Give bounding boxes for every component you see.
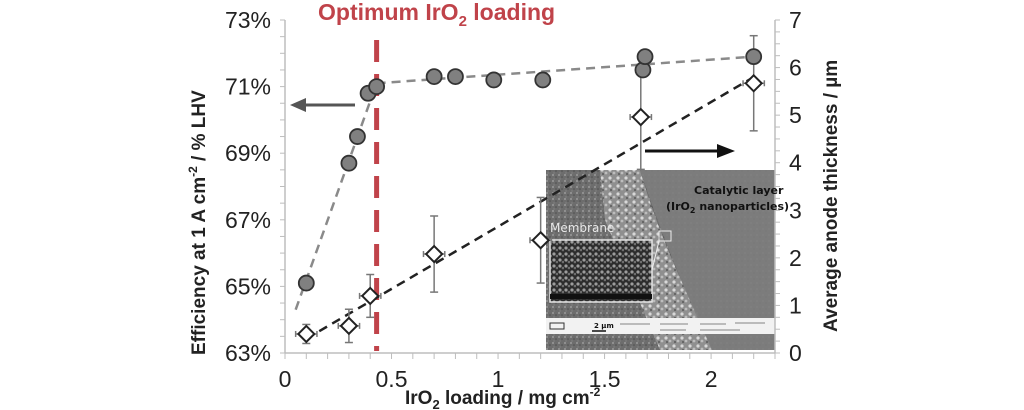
y-left-tick-label: 73% xyxy=(225,7,271,33)
y-right-tick-label: 2 xyxy=(789,245,802,271)
y-right-tick-label: 3 xyxy=(789,197,802,223)
efficiency-circle-marker xyxy=(485,71,503,89)
optimum-annotation: Optimum IrO2 loading xyxy=(318,0,555,30)
sem-info-text xyxy=(735,322,765,324)
sem-inset-image xyxy=(546,170,775,350)
x-tick-label: 0.5 xyxy=(376,366,408,392)
sem-info-bar xyxy=(546,318,775,334)
y-left-tick-label: 65% xyxy=(225,273,271,299)
thickness-diamond-marker xyxy=(631,107,651,127)
inset-scalebar-label: 2 µm xyxy=(594,322,614,330)
y-left-tick-label: 67% xyxy=(225,207,271,233)
thickness-trendline xyxy=(305,76,755,340)
x-axis-title: IrO2 loading / mg cm-2 xyxy=(405,385,601,410)
y-left-tick-label: 71% xyxy=(225,74,271,100)
sem-focus-connector xyxy=(651,240,660,271)
efficiency-circle-marker xyxy=(745,48,763,66)
right-axis-arrow-icon xyxy=(717,144,735,158)
sem-outer-region xyxy=(640,170,775,350)
x-tick-label: 0 xyxy=(279,366,292,392)
y-right-axis-title: Average anode thickness / µm xyxy=(821,60,842,332)
sem-focus-box xyxy=(658,230,672,242)
sem-inset-labels: Catalytic layer (IrO2 nanoparticles) Mem… xyxy=(550,184,789,330)
sem-info-text xyxy=(620,323,650,325)
efficiency-circle-marker xyxy=(297,274,315,292)
y-right-tick-label: 6 xyxy=(789,55,802,81)
y-right-tick-label: 4 xyxy=(789,150,802,176)
left-axis-arrow-icon xyxy=(290,98,306,112)
sem-info-text xyxy=(700,329,740,331)
efficiency-trendline xyxy=(294,82,378,311)
y-left-tick-label: 69% xyxy=(225,140,271,166)
efficiency-circle-marker xyxy=(340,154,358,172)
y-right-tick-label: 0 xyxy=(789,340,802,366)
efficiency-circle-marker xyxy=(447,68,464,86)
efficiency-circle-marker xyxy=(534,71,552,89)
thickness-diamond-marker xyxy=(296,324,316,344)
sem-catalytic-layer xyxy=(600,170,712,350)
sem-zoom-bar xyxy=(550,294,652,299)
thickness-diamond-marker xyxy=(360,286,380,306)
sem-info-text xyxy=(700,323,726,325)
y-right-tick-label: 7 xyxy=(789,7,802,33)
x-tick-label: 1.5 xyxy=(589,366,621,392)
sem-info-text xyxy=(660,329,686,331)
y-right-tick-label: 5 xyxy=(789,102,802,128)
efficiency-circle-marker xyxy=(368,78,386,95)
inset-label-membrane: Membrane xyxy=(550,221,614,235)
efficiency-circle-marker xyxy=(636,48,654,66)
y-right-tick-label: 1 xyxy=(789,292,802,318)
thickness-diamond-marker xyxy=(339,316,359,336)
plot-area: 0 0.5 1 1.5 2 63% 65% 67% 69% 71% 73% 0 1 2 3 4 5 6 7 xyxy=(225,7,802,392)
x-tick-label: 1 xyxy=(492,366,505,392)
y-left-tick-label: 63% xyxy=(225,340,271,366)
efficiency-circle-marker xyxy=(349,128,366,145)
thickness-diamond-marker xyxy=(744,73,764,93)
efficiency-circle-marker xyxy=(425,68,443,86)
sem-info-text xyxy=(660,323,688,325)
y-left-axis-title: Efficiency at 1 A cm-2 / % LHV xyxy=(186,90,210,355)
inset-label-catalytic: Catalytic layer xyxy=(694,184,784,197)
x-tick-label: 2 xyxy=(705,366,718,392)
sem-logo-icon xyxy=(549,322,565,330)
sem-zoom-box xyxy=(549,239,653,303)
inset-label-nanoparticles: (IrO2 nanoparticles) xyxy=(666,200,789,215)
thickness-diamond-marker xyxy=(531,230,551,250)
thickness-diamond-marker xyxy=(424,244,444,264)
